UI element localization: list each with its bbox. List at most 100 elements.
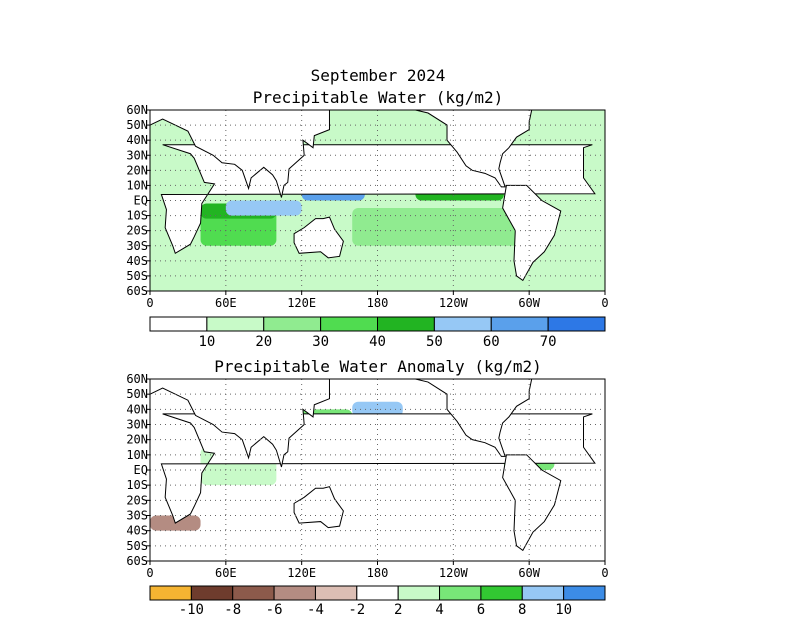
x-tick-label: 120W [439, 296, 469, 310]
colorbar-label: -2 [348, 602, 365, 618]
chart-1-title: September 2024 [311, 66, 446, 85]
colorbar-swatch [547, 316, 606, 332]
x-tick-label: 0 [146, 566, 153, 580]
chart-1-subtitle: Precipitable Water (kg/m2) [253, 88, 503, 107]
y-tick-label: 20N [126, 163, 148, 177]
y-tick-label: 60S [126, 554, 148, 568]
chart-1-continents [149, 109, 596, 282]
continent-outline [293, 216, 344, 259]
chart-1-x-ticks: 0 60E 120E 180 120W 60W 0 [146, 291, 609, 310]
x-tick-label: 180 [367, 566, 389, 580]
y-tick-label: 30N [126, 418, 148, 432]
continent-outline [391, 378, 533, 457]
y-tick-label: 50N [126, 118, 148, 132]
chart-2-continents [149, 378, 596, 552]
field-region [352, 208, 530, 246]
x-tick-label: 60E [215, 296, 237, 310]
y-tick-label: 60N [126, 372, 148, 386]
y-tick-label: 40S [126, 254, 148, 268]
colorbar-swatch [149, 585, 192, 601]
colorbar-label: -8 [224, 602, 241, 618]
y-tick-label: 10S [126, 478, 148, 492]
x-tick-label: 60E [215, 566, 237, 580]
colorbar-label: 6 [477, 602, 485, 618]
colorbar-label: 60 [483, 334, 500, 350]
colorbar-label: 70 [540, 334, 557, 350]
x-tick-label: 60W [518, 566, 540, 580]
y-tick-label: 30N [126, 148, 148, 162]
colorbar-label: 8 [518, 602, 526, 618]
colorbar-label: 40 [369, 334, 386, 350]
x-tick-label: 60W [518, 296, 540, 310]
colorbar-swatch [433, 316, 492, 332]
y-tick-label: 30S [126, 239, 148, 253]
x-tick-label: 120E [287, 566, 316, 580]
y-tick-label: 20S [126, 224, 148, 238]
x-tick-label: 180 [367, 296, 389, 310]
y-tick-label: 50S [126, 539, 148, 553]
colorbar-swatch [273, 585, 316, 601]
colorbar-label: 10 [198, 334, 215, 350]
colorbar-label: -6 [266, 602, 283, 618]
x-tick-label: 120E [287, 296, 316, 310]
chart-2-title: Precipitable Water Anomaly (kg/m2) [214, 357, 542, 376]
x-tick-label: 0 [601, 566, 608, 580]
y-tick-label: 20S [126, 493, 148, 507]
y-tick-label: EQ [134, 463, 148, 477]
chart-panel-1: September 2024 Precipitable Water (kg/m2… [126, 66, 608, 350]
colorbar-swatch [563, 585, 606, 601]
continent-outline [149, 109, 330, 198]
colorbar-swatch [480, 585, 523, 601]
y-tick-label: 60S [126, 284, 148, 298]
y-tick-label: 30S [126, 509, 148, 523]
colorbar-swatch [521, 585, 565, 601]
colorbar-swatch [314, 585, 358, 601]
x-tick-label: 120W [439, 566, 469, 580]
colorbar-label: 10 [555, 602, 572, 618]
y-tick-label: 40N [126, 133, 148, 147]
chart-1-plot [149, 109, 606, 292]
colorbar-label: -10 [179, 602, 204, 618]
colorbar-swatch [490, 316, 549, 332]
chart-2-x-ticks: 0 60E 120E 180 120W 60W 0 [146, 561, 609, 580]
colorbar-swatch [397, 585, 441, 601]
colorbar-swatch [190, 585, 234, 601]
x-tick-label: 0 [146, 296, 153, 310]
colorbar-label: 50 [426, 334, 443, 350]
chart-1-colorbar: 10 20 30 40 50 60 70 [149, 316, 606, 350]
colorbar-label: 2 [394, 602, 402, 618]
chart-2-gridlines [150, 379, 605, 561]
colorbar-swatch [149, 316, 208, 332]
y-tick-label: 10N [126, 448, 148, 462]
y-tick-label: 40N [126, 402, 148, 416]
chart-panel-2: Precipitable Water Anomaly (kg/m2) 0 60E 1… [126, 357, 608, 618]
colorbar-swatch [439, 585, 482, 601]
colorbar-swatch [377, 316, 435, 332]
colorbar-swatch [232, 585, 275, 601]
continent-outline [293, 486, 344, 529]
chart-2-colorbar: -10 -8 -6 -4 -2 2 4 6 8 10 [149, 585, 606, 618]
colorbar-label: 30 [312, 334, 329, 350]
colorbar-swatch [206, 316, 265, 332]
y-tick-label: 60N [126, 103, 148, 117]
y-tick-label: 20N [126, 433, 148, 447]
field-region [225, 200, 302, 216]
colorbar-swatch [320, 316, 378, 332]
y-tick-label: EQ [134, 194, 148, 208]
chart-1-gridlines [150, 110, 605, 291]
continent-outline [391, 109, 533, 188]
chart-2-plot [149, 378, 606, 562]
y-tick-label: 10S [126, 209, 148, 223]
colorbar-label: -4 [307, 602, 324, 618]
colorbar-swatch [263, 316, 322, 332]
colorbar-swatch [356, 585, 399, 601]
y-tick-label: 50N [126, 387, 148, 401]
continent-outline [149, 378, 330, 468]
colorbar-label: 20 [255, 334, 272, 350]
x-tick-label: 0 [601, 296, 608, 310]
y-tick-label: 50S [126, 269, 148, 283]
y-tick-label: 40S [126, 524, 148, 538]
